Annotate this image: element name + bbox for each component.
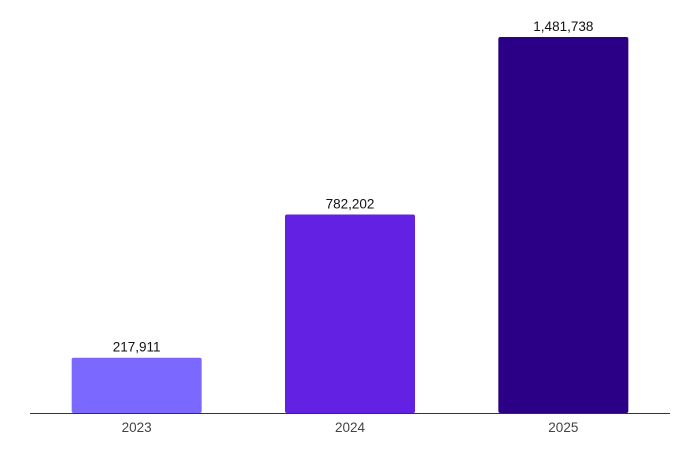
x-tick-labels-group: 2023 2024 2025	[122, 420, 579, 435]
value-label-2024: 782,202	[326, 197, 375, 212]
x-tick-label-2024: 2024	[335, 420, 366, 435]
bars-group	[71, 37, 629, 413]
bar-2024	[285, 214, 415, 413]
value-label-2025: 1,481,738	[533, 19, 593, 34]
x-tick-label-2025: 2025	[548, 420, 578, 435]
value-labels-group: 217,911 782,202 1,481,738	[113, 19, 594, 355]
bar-2023	[71, 357, 202, 413]
bar-2025	[498, 37, 629, 413]
x-tick-label-2023: 2023	[122, 420, 152, 435]
value-label-2023: 217,911	[113, 340, 161, 355]
